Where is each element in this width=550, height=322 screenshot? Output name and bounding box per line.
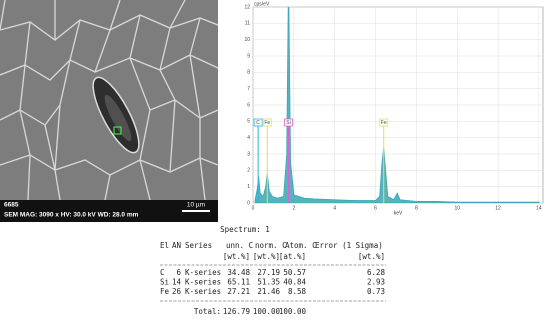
scale-label: 10 µm [187, 202, 205, 209]
y-axis-label: cps/eV [254, 1, 270, 7]
table-cell: 51.35 [257, 278, 280, 287]
table-cell: Si [160, 278, 169, 287]
y-tick-label: 0 [247, 200, 250, 206]
y-tick-label: 11 [245, 21, 250, 27]
y-tick-label: 10 [244, 37, 250, 43]
element-label: Si [286, 120, 290, 126]
x-tick-label: 8 [415, 205, 418, 211]
y-tick-label: 9 [247, 53, 250, 59]
header-cell: El [160, 241, 169, 250]
element-box [262, 118, 272, 127]
header-cell: Error (1 Sigma) [315, 241, 383, 250]
table-cell: C [160, 268, 165, 277]
table-cell: 6 [176, 268, 181, 277]
element-box [253, 118, 263, 127]
total-cell: Total: [194, 307, 221, 316]
unit-cell: [wt.%] [358, 252, 385, 261]
x-tick-label: 2 [292, 205, 295, 211]
table-cell: K-series [185, 278, 221, 287]
x-axis-label: keV [394, 210, 403, 216]
y-tick-label: 5 [247, 119, 250, 125]
total-cell: 100.00 [253, 307, 281, 316]
unit-cell: [wt.%] [253, 252, 280, 261]
x-tick-label: 10 [454, 205, 460, 211]
x-tick-label: 12 [495, 205, 501, 211]
spectrum-title: Spectrum: 1 [220, 225, 270, 234]
y-tick-label: 12 [244, 4, 250, 10]
sem-image: 6685 SEM MAG: 3090 x HV: 30.0 kV WD: 28.… [0, 0, 219, 222]
x-tick-label: 4 [333, 205, 336, 211]
header-cell: norm. C [255, 241, 287, 250]
total-cell: 126.79 [223, 307, 250, 316]
table-cell: 40.84 [283, 278, 306, 287]
table-cell: 21.46 [257, 287, 280, 296]
element-box [379, 118, 389, 127]
element-box [284, 118, 293, 127]
x-tick-label: 6 [374, 205, 377, 211]
total-cell: 100.00 [279, 307, 307, 316]
table-cell: Fe [160, 287, 170, 296]
table-cell: 26 [172, 287, 182, 296]
table-cell: 50.57 [283, 268, 306, 277]
table-cell: 6.28 [367, 268, 386, 277]
y-tick-label: 7 [247, 86, 250, 92]
header-cell: unn. C [226, 241, 253, 250]
table-cell: 2.93 [367, 278, 385, 287]
element-label: Fe [381, 120, 387, 126]
element-label: Fe [264, 120, 270, 126]
y-tick-label: 3 [247, 151, 250, 157]
sample-id: 6685 [4, 202, 19, 209]
table-cell: K-series [185, 268, 221, 277]
y-tick-label: 2 [247, 168, 250, 174]
sem-info: SEM MAG: 3090 x HV: 30.0 kV WD: 28.0 mm [4, 212, 139, 219]
table-cell: 0.73 [367, 287, 385, 296]
element-label: C [256, 120, 260, 126]
table-cell: 27.19 [257, 268, 280, 277]
table-cell: 14 [172, 278, 182, 287]
spectrum-area [254, 7, 540, 203]
unit-cell: [wt.%] [223, 252, 250, 261]
x-tick-label: 14 [536, 205, 542, 211]
y-tick-label: 1 [247, 184, 250, 190]
y-tick-label: 8 [247, 70, 250, 76]
table-cell: 27.21 [227, 287, 250, 296]
header-cell: AN [172, 241, 181, 250]
table-cell: 8.58 [288, 287, 307, 296]
table-cell: 65.11 [227, 278, 250, 287]
x-tick-label: 0 [252, 205, 255, 211]
unit-cell: [at.%] [279, 252, 306, 261]
header-cell: Series [185, 241, 212, 250]
y-tick-label: 6 [247, 102, 250, 108]
y-tick-label: 4 [247, 135, 250, 141]
table-cell: 34.48 [227, 268, 250, 277]
table-cell: K-series [185, 287, 221, 296]
header-cell: Atom. C [285, 241, 317, 250]
